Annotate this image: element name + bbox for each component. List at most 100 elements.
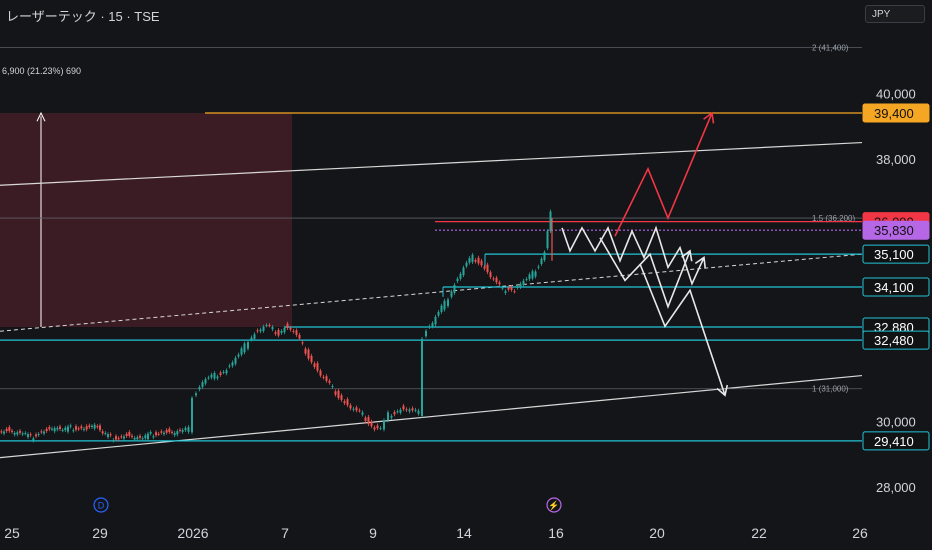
candle-body — [310, 355, 313, 363]
candle-body — [492, 278, 495, 280]
x-tick-label: 7 — [281, 525, 289, 541]
x-tick-label: 14 — [456, 525, 472, 541]
projection-path — [561, 225, 705, 286]
projection-path — [599, 237, 691, 309]
chart-title: レーザーテック · 15 · TSE — [6, 9, 160, 24]
measure-shade-layer — [0, 111, 292, 328]
measure-shade — [0, 113, 292, 328]
candle-body — [198, 387, 201, 390]
candle-body — [414, 409, 417, 411]
fib-label: 1.5 (36,200) — [812, 214, 855, 223]
candle-body — [157, 433, 160, 435]
candle-body — [474, 260, 477, 262]
candle-body — [222, 371, 225, 373]
candle-body — [434, 316, 437, 325]
candle-body — [168, 428, 171, 432]
candle-body — [304, 348, 307, 354]
candle-body — [531, 271, 534, 279]
x-tick-label: 22 — [751, 525, 767, 541]
candle-body — [540, 258, 543, 264]
candle-body — [176, 431, 179, 435]
candle-body — [307, 349, 310, 359]
candle-body — [144, 435, 147, 439]
price-level-label: 34,100 — [874, 280, 914, 295]
candle-body — [181, 430, 184, 432]
candle-body — [546, 231, 549, 249]
candle-body — [155, 432, 157, 436]
projection-arrowhead — [694, 256, 706, 268]
candle-body — [450, 291, 453, 297]
candle-body — [61, 430, 64, 432]
candle-body — [133, 437, 136, 440]
candle-body — [29, 434, 32, 436]
candle-body — [237, 354, 240, 357]
candle-body — [390, 415, 393, 418]
measure-arrow-head — [36, 111, 46, 122]
candle-body — [483, 266, 486, 269]
candle-body — [216, 376, 219, 379]
price-level-label: 39,400 — [874, 106, 914, 121]
candle-body — [201, 382, 204, 388]
candle-body — [67, 426, 69, 432]
candle-body — [64, 427, 67, 431]
candle-body — [48, 427, 51, 430]
candle-body — [408, 409, 411, 412]
x-tick-label: 25 — [4, 525, 20, 541]
candle-body — [259, 329, 262, 332]
candle-body — [501, 287, 504, 289]
candle-body — [69, 425, 72, 427]
candle-body — [16, 432, 19, 435]
candle-body — [402, 405, 405, 410]
candle-body — [522, 280, 525, 286]
candle-body — [376, 425, 379, 429]
candle-body — [225, 370, 228, 374]
candle-body — [456, 278, 459, 282]
x-tick-label: 29 — [92, 525, 108, 541]
channel-mid-line — [0, 253, 863, 332]
candle-body — [370, 421, 373, 427]
candle-body — [32, 438, 35, 441]
candle-body — [112, 440, 115, 442]
projection-path — [639, 263, 726, 396]
candle-body — [477, 257, 480, 264]
measure-label: 6,900 (21.23%) 690 — [2, 66, 82, 76]
candle-body — [147, 433, 149, 440]
x-tick-label: 20 — [649, 525, 665, 541]
candle-body — [331, 386, 334, 388]
candle-body — [498, 282, 501, 285]
candle-body — [149, 432, 152, 434]
candle-body — [373, 427, 376, 430]
candle-body — [519, 283, 522, 287]
price-levels-layer: 39,40036,09035,83035,10034,10032,88032,4… — [0, 103, 930, 451]
candle-body — [361, 412, 364, 415]
candle-body — [443, 300, 446, 310]
candle-body — [265, 325, 268, 327]
candle-body — [88, 425, 91, 428]
currency-button[interactable]: JPY — [865, 5, 925, 23]
candle-body — [337, 390, 340, 398]
candle-body — [123, 436, 125, 439]
candle-body — [383, 420, 385, 430]
candle-body — [171, 431, 173, 433]
candle-body — [313, 363, 316, 368]
price-level-label: 29,410 — [874, 434, 914, 449]
x-tick-label: 16 — [548, 525, 564, 541]
candle-body — [53, 428, 56, 432]
candle-body — [405, 409, 408, 411]
candle-body — [283, 327, 286, 333]
candle-body — [165, 430, 168, 433]
x-tick-label: 9 — [369, 525, 377, 541]
candle-body — [139, 435, 141, 438]
candle-body — [295, 330, 298, 335]
candle-body — [431, 323, 434, 327]
candle-body — [0, 431, 3, 433]
candle-body — [93, 424, 96, 429]
price-level-label: 32,480 — [874, 333, 914, 348]
candle-body — [447, 299, 449, 307]
candle-body — [109, 434, 112, 436]
candle-body — [128, 432, 131, 436]
candle-body — [59, 426, 61, 429]
projection-paths-layer — [561, 111, 729, 397]
candle-body — [99, 425, 101, 431]
